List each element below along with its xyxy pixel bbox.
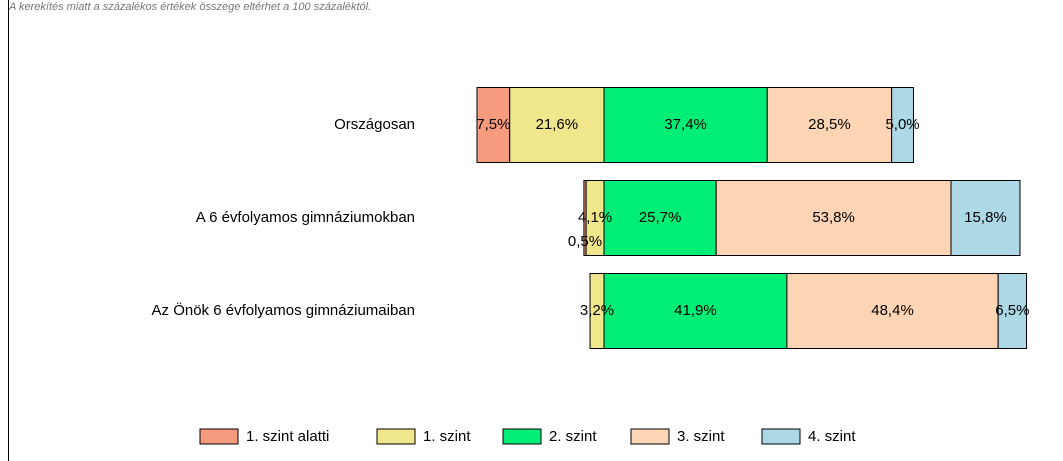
bar-segment: [509, 87, 605, 163]
legend-swatch: [376, 428, 416, 445]
legend-swatch: [199, 428, 239, 445]
value-label: 28,5%: [808, 116, 851, 133]
value-label: 3,2%: [580, 302, 614, 319]
bar-segment: [603, 273, 788, 349]
value-label: 25,7%: [639, 209, 682, 226]
chart-subtitle: A kerekítés miatt a százalékos értékek ö…: [8, 1, 371, 13]
bar-segment: [950, 180, 1021, 256]
legend-swatch: [630, 428, 670, 445]
value-label: 48,4%: [871, 302, 914, 319]
value-label: 4,1%: [578, 209, 612, 226]
category-label: Az Önök 6 évfolyamos gimnáziumaiban: [152, 301, 415, 319]
category-label: Országosan: [334, 116, 415, 133]
value-label: 6,5%: [995, 302, 1029, 319]
legend-label: 1. szint: [423, 428, 471, 445]
legend-swatch: [761, 428, 801, 445]
legend-swatch: [502, 428, 542, 445]
value-label: 21,6%: [536, 116, 579, 133]
bar-segment: [997, 273, 1028, 349]
value-label: 15,8%: [964, 209, 1007, 226]
legend-label: 1. szint alatti: [246, 428, 329, 445]
legend-label: 4. szint: [808, 428, 856, 445]
value-label: 7,5%: [476, 116, 510, 133]
value-label: 0,5%: [568, 233, 602, 250]
bar-segment: [786, 273, 999, 349]
legend-label: 2. szint: [549, 428, 597, 445]
value-label: 5,0%: [885, 116, 919, 133]
bar-segment: [891, 87, 914, 163]
category-label: A 6 évfolyamos gimnáziumokban: [196, 209, 415, 226]
value-label: 53,8%: [812, 209, 855, 226]
bar-segment: [715, 180, 952, 256]
bar-segment: [603, 87, 768, 163]
bar-segment: [603, 180, 717, 256]
value-label: 37,4%: [664, 116, 707, 133]
value-label: 41,9%: [674, 302, 717, 319]
legend-label: 3. szint: [677, 428, 725, 445]
